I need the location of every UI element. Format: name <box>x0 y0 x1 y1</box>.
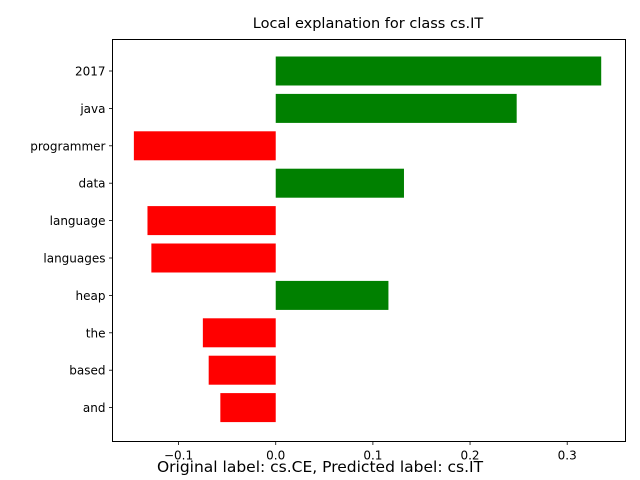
y-tick-label: data <box>78 177 105 191</box>
x-tick-label: −0.1 <box>164 449 193 463</box>
y-tick-label: based <box>69 364 105 378</box>
plot-frame <box>112 39 626 442</box>
bar-language <box>147 206 276 236</box>
bar-heap <box>275 280 389 310</box>
y-tick-label: programmer <box>30 139 105 153</box>
y-tick-label: languages <box>43 252 105 266</box>
bar-2017 <box>275 56 602 86</box>
x-tick-label: 0.3 <box>558 449 577 463</box>
y-axis-ticks: 2017 java programmer data language languages h… <box>30 65 113 415</box>
caption-text: Original label: cs.CE, Predicted label: … <box>0 458 640 476</box>
caption-label: Original label: cs.CE, Predicted label: … <box>156 458 484 476</box>
chart-title: Local explanation for class cs.IT <box>253 16 484 32</box>
y-tick-label: 2017 <box>75 65 106 79</box>
bar-the <box>202 318 276 348</box>
x-tick-label: 0.2 <box>460 449 479 463</box>
y-tick-label: language <box>50 214 106 228</box>
x-axis-ticks: −0.1 0.0 0.1 0.2 0.3 <box>164 441 577 463</box>
bars-group <box>133 56 602 423</box>
y-tick-label: and <box>83 401 106 415</box>
x-tick-label: 0.0 <box>266 449 285 463</box>
y-tick-label: heap <box>76 289 106 303</box>
bar-based <box>208 355 276 385</box>
y-tick-label: java <box>79 102 105 116</box>
bar-languages <box>151 243 276 273</box>
bar-and <box>220 393 276 423</box>
bar-data <box>275 168 404 198</box>
bar-java <box>275 93 517 123</box>
x-tick-label: 0.1 <box>363 449 382 463</box>
y-tick-label: the <box>86 326 106 340</box>
bar-programmer <box>133 131 276 161</box>
